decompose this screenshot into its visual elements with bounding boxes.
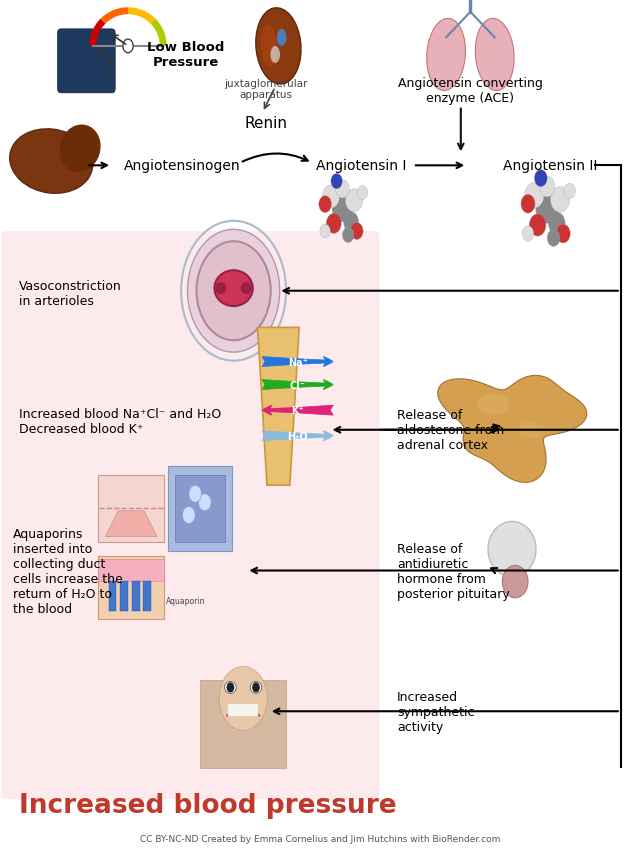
- Circle shape: [326, 214, 341, 234]
- Text: Low Blood
Pressure: Low Blood Pressure: [147, 42, 224, 69]
- Text: Angiotensin converting
enzyme (ACE): Angiotensin converting enzyme (ACE): [398, 78, 543, 105]
- Text: Angiotensin I: Angiotensin I: [316, 159, 407, 173]
- Polygon shape: [257, 328, 300, 486]
- Circle shape: [182, 507, 195, 524]
- Ellipse shape: [427, 20, 465, 91]
- Bar: [120, 581, 128, 611]
- Circle shape: [342, 227, 354, 244]
- Text: Release of
aldosterone from
adrenal cortex: Release of aldosterone from adrenal cort…: [397, 409, 504, 452]
- Circle shape: [534, 170, 547, 187]
- Ellipse shape: [250, 682, 262, 694]
- Ellipse shape: [60, 125, 100, 173]
- Circle shape: [320, 225, 330, 239]
- Polygon shape: [438, 376, 587, 483]
- Circle shape: [227, 682, 234, 693]
- FancyBboxPatch shape: [98, 559, 164, 581]
- Text: CC BY-NC-ND Created by Emma Cornelius and Jim Hutchins with BioRender.com: CC BY-NC-ND Created by Emma Cornelius an…: [140, 834, 500, 843]
- Text: Aquaporins
inserted into
collecting duct
cells increase the
return of H₂O to
the: Aquaporins inserted into collecting duct…: [13, 527, 122, 615]
- FancyBboxPatch shape: [168, 467, 232, 551]
- Circle shape: [521, 195, 535, 214]
- Circle shape: [123, 40, 133, 54]
- Text: Release of
antidiuretic
hormone from
posterior pituitary: Release of antidiuretic hormone from pos…: [397, 542, 509, 600]
- Ellipse shape: [518, 422, 544, 439]
- Circle shape: [564, 184, 575, 199]
- Ellipse shape: [10, 130, 93, 194]
- Text: Cl⁻: Cl⁻: [290, 380, 305, 390]
- Text: H₂O: H₂O: [287, 431, 308, 441]
- FancyBboxPatch shape: [98, 475, 164, 543]
- Circle shape: [540, 177, 555, 198]
- FancyBboxPatch shape: [175, 475, 225, 543]
- Circle shape: [556, 225, 570, 244]
- Circle shape: [331, 175, 342, 190]
- Text: Vasoconstriction
in arterioles: Vasoconstriction in arterioles: [19, 280, 122, 308]
- FancyBboxPatch shape: [228, 705, 258, 717]
- Ellipse shape: [214, 271, 253, 307]
- FancyBboxPatch shape: [1, 232, 380, 799]
- Circle shape: [346, 190, 362, 213]
- Circle shape: [357, 187, 368, 200]
- Ellipse shape: [270, 47, 280, 64]
- FancyBboxPatch shape: [98, 556, 164, 619]
- Ellipse shape: [256, 9, 301, 85]
- Text: Angiotensin II: Angiotensin II: [503, 159, 598, 173]
- Bar: [132, 581, 140, 611]
- Text: K⁺: K⁺: [291, 406, 304, 416]
- Circle shape: [522, 227, 534, 242]
- Ellipse shape: [241, 283, 252, 295]
- Circle shape: [536, 193, 559, 224]
- Ellipse shape: [502, 566, 528, 598]
- FancyBboxPatch shape: [200, 680, 286, 769]
- Circle shape: [548, 213, 565, 235]
- FancyBboxPatch shape: [58, 30, 115, 94]
- Ellipse shape: [225, 682, 236, 694]
- Circle shape: [323, 186, 339, 209]
- Circle shape: [547, 230, 560, 247]
- Text: Angiotensinogen: Angiotensinogen: [124, 159, 241, 173]
- Bar: [109, 581, 116, 611]
- Text: Na⁺: Na⁺: [287, 357, 308, 367]
- Circle shape: [525, 183, 544, 209]
- Text: Renin: Renin: [244, 116, 287, 131]
- Circle shape: [335, 181, 349, 199]
- Ellipse shape: [260, 26, 277, 68]
- Circle shape: [351, 223, 363, 240]
- Circle shape: [550, 187, 570, 213]
- Circle shape: [332, 195, 353, 222]
- Ellipse shape: [476, 20, 514, 91]
- Circle shape: [196, 242, 271, 341]
- Circle shape: [344, 213, 358, 233]
- Text: Increased
sympathetic
activity: Increased sympathetic activity: [397, 690, 474, 733]
- Text: Increased blood Na⁺Cl⁻ and H₂O
Decreased blood K⁺: Increased blood Na⁺Cl⁻ and H₂O Decreased…: [19, 408, 221, 435]
- Circle shape: [319, 197, 332, 213]
- Ellipse shape: [477, 394, 509, 416]
- Circle shape: [529, 215, 546, 237]
- Text: Increased blood pressure: Increased blood pressure: [19, 792, 397, 818]
- Ellipse shape: [488, 521, 536, 578]
- Ellipse shape: [277, 30, 287, 47]
- Ellipse shape: [219, 666, 268, 731]
- Circle shape: [188, 230, 280, 353]
- Circle shape: [252, 682, 260, 693]
- Circle shape: [198, 494, 211, 511]
- Ellipse shape: [215, 283, 227, 295]
- Polygon shape: [106, 511, 157, 537]
- Text: juxtaglomerular
apparatus: juxtaglomerular apparatus: [224, 78, 307, 101]
- Circle shape: [189, 486, 202, 503]
- Text: Aquaporin: Aquaporin: [166, 596, 206, 605]
- Bar: [143, 581, 151, 611]
